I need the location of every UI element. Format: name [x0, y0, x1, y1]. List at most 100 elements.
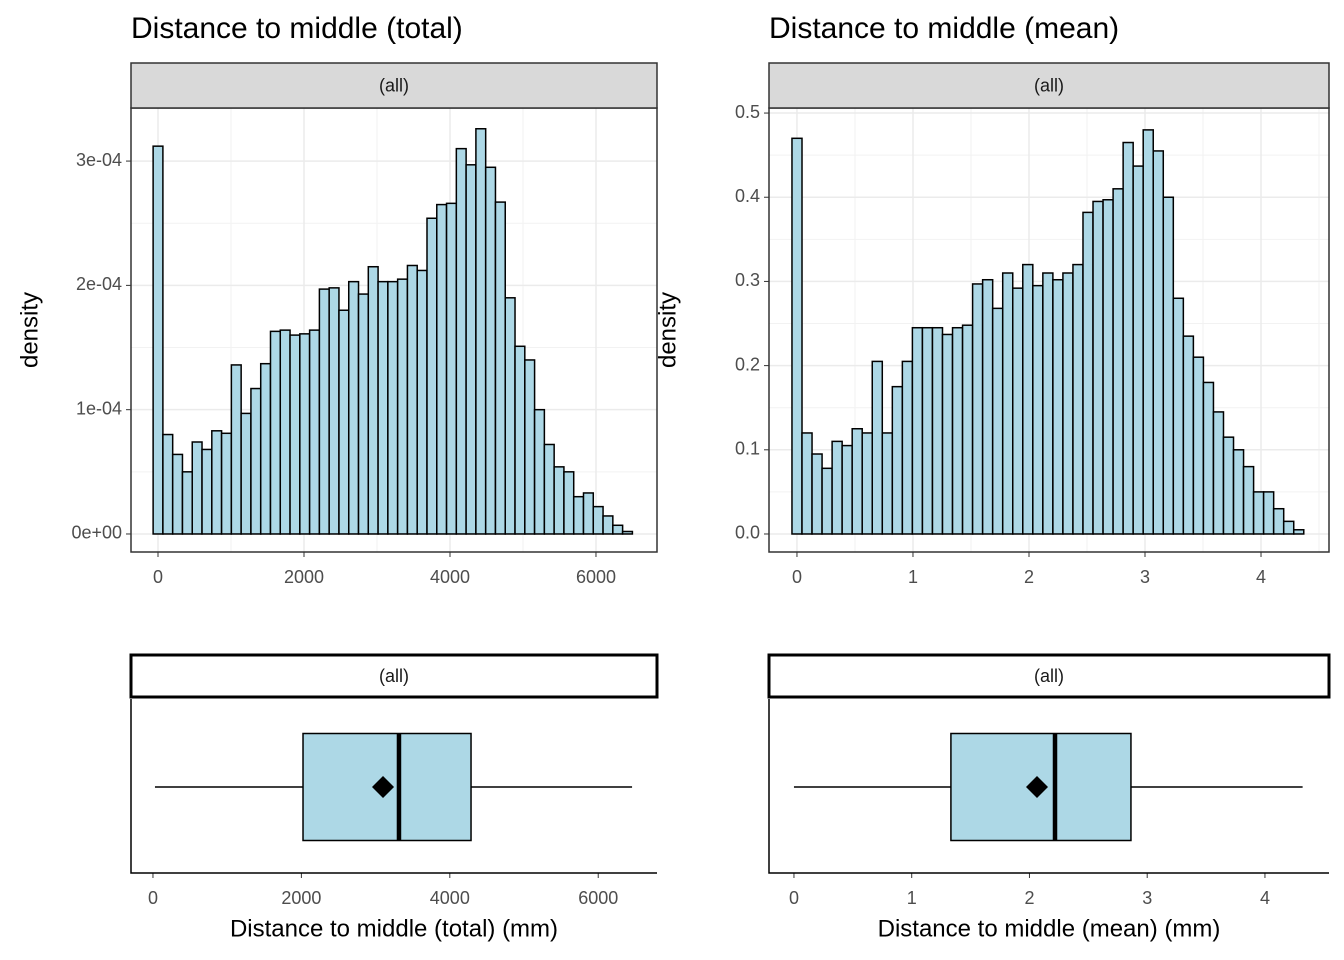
- bar: [602, 515, 614, 535]
- y-axis-title: density: [654, 292, 681, 368]
- panel-border: [130, 699, 657, 874]
- bar: [1082, 211, 1094, 535]
- bar: [328, 287, 340, 535]
- bar: [347, 280, 360, 535]
- bar: [1001, 272, 1014, 535]
- x-tick-label: 0: [148, 888, 158, 908]
- bar: [338, 309, 350, 535]
- bar: [455, 147, 467, 535]
- bar: [981, 278, 994, 535]
- bar: [941, 333, 954, 535]
- bar: [831, 440, 843, 535]
- y-tick-label: 3e-04: [76, 150, 122, 170]
- x-axis-title: Distance to middle (total) (mm): [230, 915, 558, 942]
- bar: [1162, 196, 1175, 535]
- y-tick-label: 0.0: [735, 523, 760, 543]
- bar: [871, 360, 884, 535]
- bar: [1142, 129, 1154, 535]
- x-tick-label: 2000: [281, 888, 321, 908]
- bar: [1212, 411, 1225, 535]
- bar: [289, 334, 301, 535]
- bar: [1272, 507, 1285, 535]
- mean-marker: [372, 776, 395, 798]
- bar: [426, 217, 438, 535]
- bar: [1282, 520, 1295, 535]
- bar: [406, 264, 418, 535]
- bar: [1222, 436, 1235, 535]
- bar: [572, 495, 585, 535]
- x-tick-label: 2: [1024, 888, 1034, 908]
- bar: [201, 448, 213, 535]
- bar: [465, 164, 477, 535]
- bar: [1262, 491, 1275, 535]
- bar: [1122, 141, 1134, 535]
- bar: [891, 385, 904, 535]
- x-tick-label: 0: [153, 567, 163, 587]
- bar: [445, 202, 458, 535]
- bar: [851, 428, 863, 535]
- bar: [269, 330, 282, 535]
- bar: [921, 326, 934, 535]
- strip: [129, 653, 659, 699]
- bar: [901, 360, 914, 535]
- strip: [768, 62, 1330, 109]
- y-tick-label: 0.3: [735, 270, 760, 290]
- bar: [612, 524, 624, 535]
- y-tick-label: 0.2: [735, 354, 760, 374]
- x-tick-label: 1: [907, 888, 917, 908]
- bar: [592, 505, 604, 535]
- panel-border: [768, 699, 1329, 874]
- bar: [951, 326, 964, 535]
- bar: [911, 326, 924, 535]
- bar: [318, 288, 330, 535]
- bar: [563, 471, 575, 535]
- bar: [1062, 272, 1074, 535]
- strip: [767, 653, 1331, 699]
- y-tick-label: 0.5: [735, 102, 760, 122]
- mean-marker: [1025, 776, 1048, 798]
- bar: [1292, 529, 1305, 535]
- strip-label: (all): [379, 75, 409, 95]
- y-tick-label: 1e-04: [76, 398, 122, 418]
- bar: [191, 441, 203, 535]
- bar: [152, 145, 164, 535]
- bar: [162, 433, 174, 535]
- strip-label: (all): [379, 666, 409, 686]
- x-tick-label: 6000: [578, 888, 618, 908]
- bar: [367, 265, 379, 535]
- bar: [861, 432, 874, 535]
- bar: [533, 408, 546, 535]
- bar: [416, 269, 428, 535]
- chart-title: Distance to middle (mean): [769, 12, 1119, 45]
- bar: [211, 430, 223, 535]
- bar: [1042, 272, 1054, 535]
- x-tick-label: 2000: [284, 567, 324, 587]
- bar: [1252, 491, 1265, 535]
- bar: [250, 387, 262, 535]
- bar: [881, 432, 894, 535]
- x-axis-title: Distance to middle (mean) (mm): [878, 915, 1221, 942]
- y-tick-label: 2e-04: [76, 274, 122, 294]
- y-tick-label: 0.4: [735, 186, 760, 206]
- bar: [1112, 188, 1124, 535]
- bar: [1202, 381, 1215, 535]
- bar: [308, 329, 321, 535]
- y-tick-label: 0e+00: [71, 523, 122, 543]
- bar: [1242, 465, 1255, 535]
- bar: [971, 283, 984, 535]
- bar: [931, 326, 944, 535]
- bar: [1092, 200, 1104, 535]
- x-tick-label: 0: [792, 567, 802, 587]
- y-axis-title: density: [16, 292, 43, 368]
- bar: [377, 280, 389, 535]
- bar: [791, 137, 803, 535]
- bar: [841, 444, 853, 535]
- bar: [801, 432, 813, 535]
- strip-label: (all): [1034, 75, 1064, 95]
- bar: [396, 278, 409, 535]
- bar: [553, 466, 565, 535]
- bar: [181, 471, 193, 535]
- bar: [1032, 284, 1044, 535]
- x-tick-label: 4: [1260, 888, 1270, 908]
